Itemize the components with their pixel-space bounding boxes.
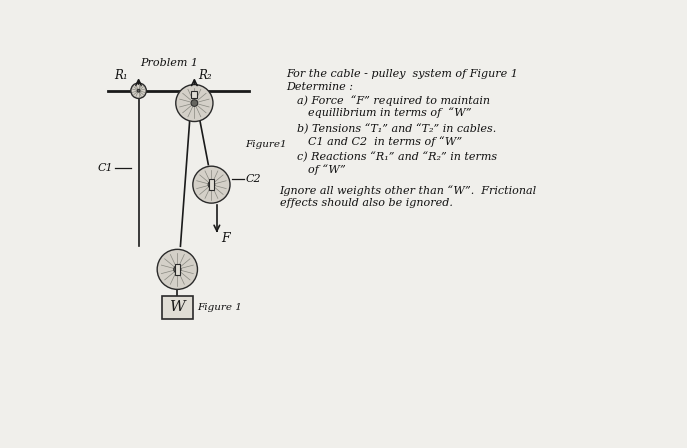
Text: C1: C1 [98,163,113,173]
Circle shape [191,100,198,106]
Bar [209,179,214,190]
Text: C1 and C2  in terms of “W”: C1 and C2 in terms of “W” [308,136,462,147]
Text: b) Tensions “T₁” and “T₂” in cables.: b) Tensions “T₁” and “T₂” in cables. [297,124,496,134]
Bar [162,296,193,319]
Text: R₂: R₂ [199,69,212,82]
Text: W: W [170,300,185,314]
Text: Problem 1: Problem 1 [141,58,199,68]
Text: of “W”: of “W” [308,164,346,175]
Circle shape [174,266,181,273]
Text: Figure 1: Figure 1 [196,302,242,312]
Circle shape [193,166,230,203]
Circle shape [208,181,215,188]
Text: c) Reactions “R₁” and “R₂” in terms: c) Reactions “R₁” and “R₂” in terms [297,152,497,162]
Circle shape [137,89,140,92]
Text: C2: C2 [245,173,261,184]
Text: Determine :: Determine : [286,82,353,92]
Text: For the cable - pulley  system of Figure 1: For the cable - pulley system of Figure … [286,69,518,79]
Circle shape [131,83,146,99]
Text: equillibrium in terms of  “W”: equillibrium in terms of “W” [308,108,471,118]
Text: effects should also be ignored.: effects should also be ignored. [280,198,453,208]
Text: a) Force  “F” required to maintain: a) Force “F” required to maintain [297,95,490,106]
Text: R₁: R₁ [114,69,128,82]
Text: Figure1: Figure1 [245,140,286,149]
Bar [174,264,180,275]
Circle shape [157,250,197,289]
Text: F: F [221,232,230,245]
Circle shape [176,85,213,121]
Text: Ignore all weights other than “W”.  Frictional: Ignore all weights other than “W”. Frict… [280,185,537,196]
Bar [191,90,197,99]
